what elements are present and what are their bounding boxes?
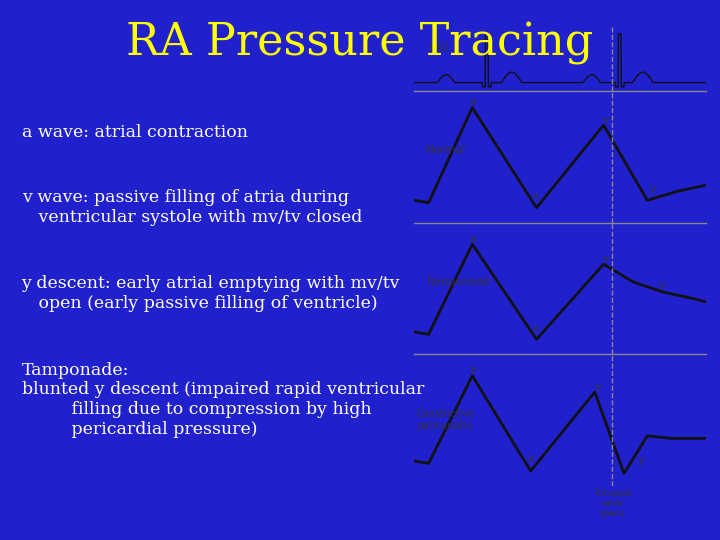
Text: y descent: early atrial emptying with mv/tv
   open (early passive filling of ve: y descent: early atrial emptying with mv… bbox=[22, 275, 400, 312]
Text: a: a bbox=[469, 97, 476, 107]
Text: y: y bbox=[659, 280, 665, 290]
Text: v: v bbox=[603, 114, 610, 125]
Text: Tamponade: Tamponade bbox=[426, 277, 490, 287]
Text: Tricuspid
valve
opens: Tricuspid valve opens bbox=[594, 489, 631, 518]
Text: RA Pressure Tracing: RA Pressure Tracing bbox=[127, 22, 593, 65]
Text: x: x bbox=[533, 322, 540, 333]
Text: a wave: atrial contraction: a wave: atrial contraction bbox=[22, 124, 248, 141]
Text: y: y bbox=[649, 184, 657, 193]
Text: Constrictive
pericarditis: Constrictive pericarditis bbox=[417, 409, 475, 431]
Text: Normal: Normal bbox=[426, 145, 466, 156]
Text: v: v bbox=[603, 254, 610, 264]
Text: y: y bbox=[638, 455, 645, 465]
Text: v wave: passive filling of atria during
   ventricular systole with mv/tv closed: v wave: passive filling of atria during … bbox=[22, 189, 362, 226]
Text: Tamponade:
blunted y descent (impaired rapid ventricular
         filling due to: Tamponade: blunted y descent (impaired r… bbox=[22, 362, 424, 437]
Text: a: a bbox=[469, 365, 476, 375]
Text: v: v bbox=[595, 381, 601, 391]
Text: EKG: EKG bbox=[428, 43, 449, 53]
Text: x: x bbox=[527, 454, 534, 464]
Text: x: x bbox=[533, 191, 540, 201]
Text: a: a bbox=[469, 234, 476, 244]
